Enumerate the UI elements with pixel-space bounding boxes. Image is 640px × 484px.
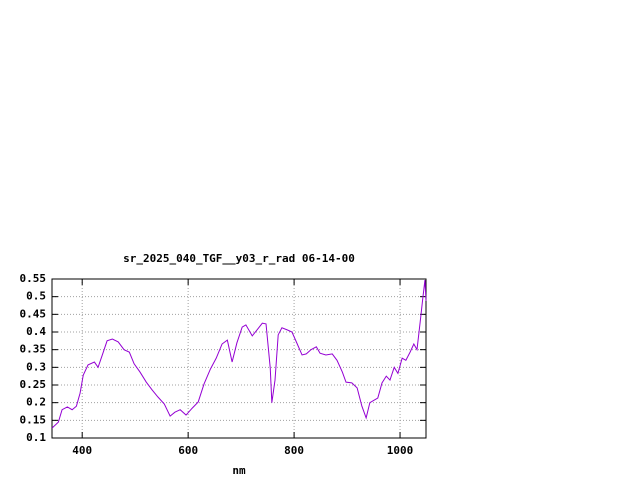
y-tick-label: 0.3 bbox=[26, 360, 46, 373]
y-tick-label: 0.1 bbox=[26, 431, 46, 444]
chart-title: sr_2025_040_TGF__y03_r_rad 06-14-00 bbox=[123, 252, 355, 265]
y-tick-label: 0.45 bbox=[20, 307, 47, 320]
y-tick-label: 0.35 bbox=[20, 343, 47, 356]
x-tick-label: 600 bbox=[178, 444, 198, 457]
y-tick-label: 0.55 bbox=[20, 272, 47, 285]
x-tick-label: 400 bbox=[72, 444, 92, 457]
x-tick-label: 800 bbox=[284, 444, 304, 457]
y-tick-label: 0.2 bbox=[26, 396, 46, 409]
y-tick-label: 0.4 bbox=[26, 325, 46, 338]
y-tick-label: 0.5 bbox=[26, 290, 46, 303]
plot-frame bbox=[51, 278, 427, 439]
data-line bbox=[51, 280, 427, 429]
x-axis-label: nm bbox=[232, 464, 246, 477]
y-tick-label: 0.25 bbox=[20, 378, 47, 391]
x-tick-label: 1000 bbox=[387, 444, 414, 457]
y-tick-label: 0.15 bbox=[20, 413, 47, 426]
